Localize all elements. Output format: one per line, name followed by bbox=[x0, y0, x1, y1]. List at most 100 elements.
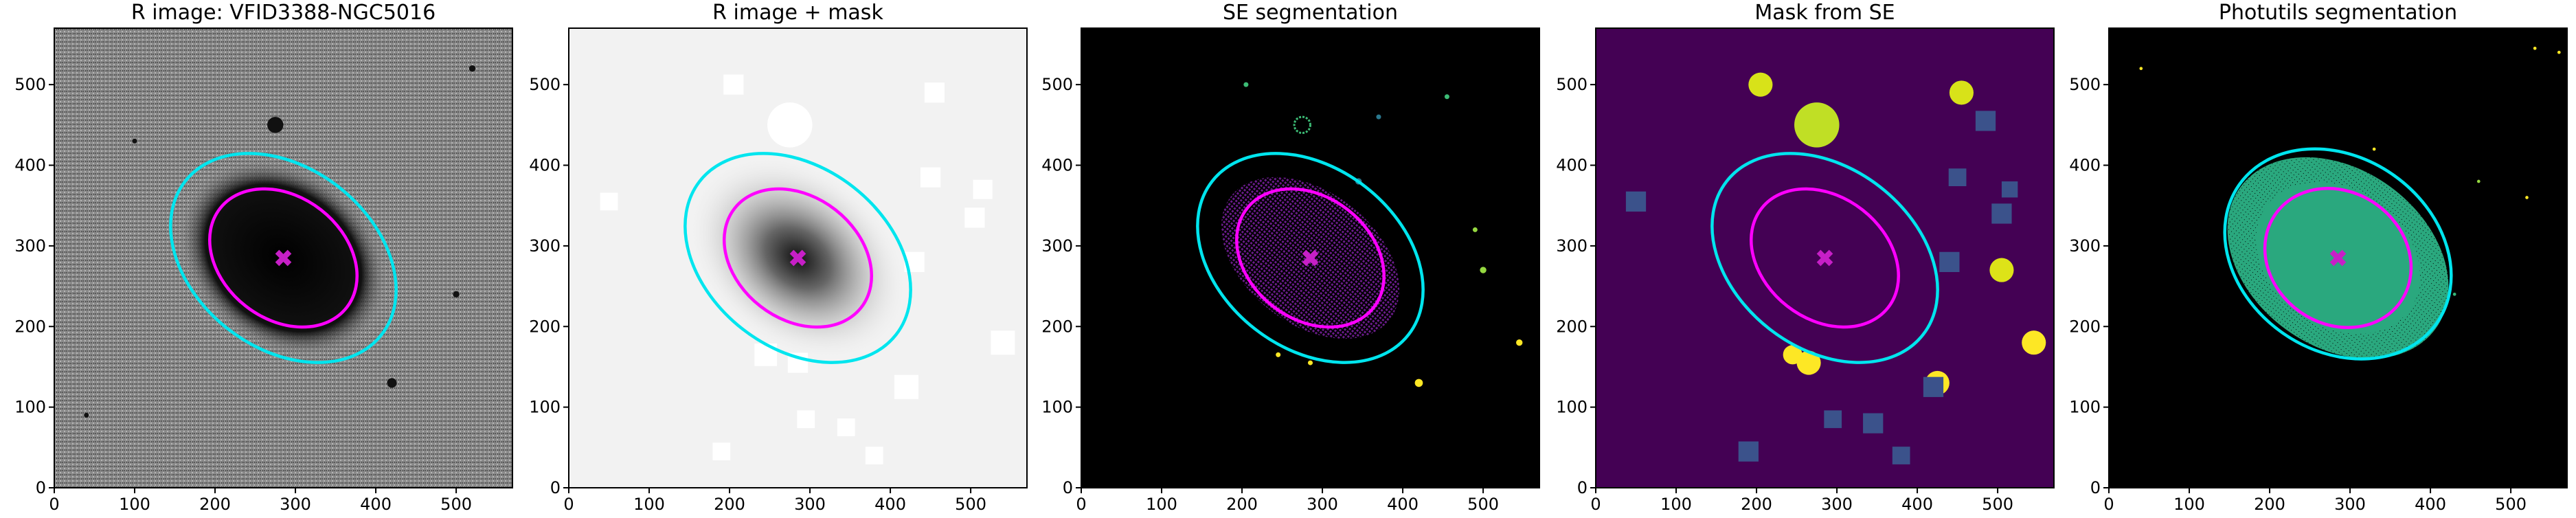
y-tick-label: 100 bbox=[1556, 398, 1588, 417]
x-tick-label: 400 bbox=[1387, 495, 1419, 514]
y-tick-label: 300 bbox=[14, 236, 46, 256]
image-panel bbox=[569, 28, 1027, 488]
aperture-ellipse bbox=[169, 152, 398, 364]
mask-box bbox=[2001, 181, 2018, 198]
aperture-ellipse bbox=[1750, 187, 1900, 329]
mask-box bbox=[991, 330, 1015, 355]
x-tick-label: 100 bbox=[633, 495, 665, 514]
y-tick-label: 100 bbox=[2069, 398, 2101, 417]
source bbox=[1243, 82, 1249, 87]
mask-box bbox=[1948, 168, 1967, 187]
y-tick-label: 0 bbox=[550, 478, 561, 497]
source bbox=[1480, 267, 1487, 273]
mask-box bbox=[973, 179, 993, 199]
y-tick-label: 300 bbox=[2069, 236, 2101, 256]
mask-box bbox=[723, 74, 744, 95]
x-tick-label: 400 bbox=[1901, 495, 1933, 514]
x-tick-label: 500 bbox=[1982, 495, 2013, 514]
y-tick-label: 500 bbox=[2069, 75, 2101, 94]
x-tick-label: 400 bbox=[2415, 495, 2446, 514]
source bbox=[2557, 50, 2561, 54]
y-tick-label: 200 bbox=[14, 317, 46, 336]
source bbox=[453, 291, 460, 297]
mask-box bbox=[1824, 410, 1842, 429]
aperture-ellipse bbox=[1196, 152, 1425, 364]
mask-box bbox=[1923, 376, 1944, 397]
source bbox=[2139, 67, 2143, 71]
panel-title: R image: VFID3388-NGC5016 bbox=[131, 1, 436, 25]
mask-box bbox=[1991, 203, 2012, 224]
source bbox=[1949, 80, 1974, 105]
x-tick-label: 100 bbox=[1660, 495, 1692, 514]
mask-box bbox=[837, 418, 855, 436]
y-tick-label: 0 bbox=[1063, 478, 1073, 497]
aperture-ellipse bbox=[2263, 187, 2413, 329]
center-marker bbox=[1816, 249, 1833, 267]
y-tick-label: 100 bbox=[1041, 398, 1073, 417]
x-tick-label: 300 bbox=[1821, 495, 1853, 514]
x-tick-label: 200 bbox=[1226, 495, 1258, 514]
source bbox=[1472, 227, 1478, 232]
mask-box bbox=[1738, 441, 1759, 462]
x-tick-label: 0 bbox=[1590, 495, 1601, 514]
y-tick-label: 500 bbox=[1556, 75, 1588, 94]
mask-box bbox=[964, 207, 985, 228]
x-tick-label: 500 bbox=[440, 495, 472, 514]
y-tick-label: 200 bbox=[2069, 317, 2101, 336]
mask-box bbox=[920, 167, 941, 188]
image-panel bbox=[1596, 28, 2054, 488]
image-panel bbox=[1081, 28, 1539, 488]
aperture-ellipse bbox=[1235, 187, 1386, 329]
x-tick-label: 200 bbox=[2254, 495, 2285, 514]
aperture-ellipse bbox=[1710, 152, 1939, 364]
x-tick-label: 400 bbox=[360, 495, 392, 514]
source bbox=[767, 102, 813, 148]
center-marker bbox=[2329, 249, 2347, 267]
y-tick-label: 400 bbox=[1041, 156, 1073, 175]
y-tick-label: 500 bbox=[529, 75, 561, 94]
mask-box bbox=[1863, 413, 1884, 433]
source bbox=[1796, 350, 1821, 375]
x-tick-label: 0 bbox=[1076, 495, 1086, 514]
source bbox=[2525, 196, 2529, 199]
x-tick-label: 0 bbox=[49, 495, 59, 514]
y-tick-label: 500 bbox=[14, 75, 46, 94]
axes-frame bbox=[1595, 27, 2055, 488]
x-tick-label: 200 bbox=[199, 495, 231, 514]
mask-box bbox=[600, 192, 618, 211]
center-marker bbox=[1302, 249, 1319, 267]
axes-frame bbox=[2108, 27, 2568, 488]
aperture-ellipse bbox=[208, 187, 359, 329]
source bbox=[1276, 352, 1281, 357]
axes-frame bbox=[568, 27, 1028, 488]
source bbox=[1414, 379, 1423, 387]
segment-ring bbox=[1293, 115, 1311, 135]
x-tick-label: 200 bbox=[1741, 495, 1772, 514]
y-tick-label: 200 bbox=[529, 317, 561, 336]
y-tick-label: 100 bbox=[529, 398, 561, 417]
x-tick-label: 0 bbox=[563, 495, 574, 514]
aperture-ellipse bbox=[723, 187, 873, 329]
panel-title: Photutils segmentation bbox=[2219, 1, 2457, 25]
source bbox=[84, 412, 89, 418]
x-tick-label: 400 bbox=[874, 495, 906, 514]
center-marker bbox=[789, 249, 806, 267]
y-tick-label: 400 bbox=[14, 156, 46, 175]
y-tick-label: 0 bbox=[1577, 478, 1588, 497]
x-tick-label: 300 bbox=[794, 495, 826, 514]
y-tick-label: 400 bbox=[2069, 156, 2101, 175]
y-tick-label: 300 bbox=[529, 236, 561, 256]
mask-box bbox=[712, 442, 731, 461]
panel-title: Mask from SE bbox=[1754, 1, 1895, 25]
panel-title: SE segmentation bbox=[1223, 1, 1398, 25]
x-tick-label: 200 bbox=[714, 495, 745, 514]
source bbox=[1989, 258, 2014, 282]
y-tick-label: 400 bbox=[1556, 156, 1588, 175]
mask-box bbox=[1892, 447, 1910, 464]
mask-box bbox=[797, 410, 815, 429]
source bbox=[1444, 94, 1449, 100]
source bbox=[1376, 114, 1381, 120]
source bbox=[267, 117, 284, 133]
y-tick-label: 300 bbox=[1041, 236, 1073, 256]
